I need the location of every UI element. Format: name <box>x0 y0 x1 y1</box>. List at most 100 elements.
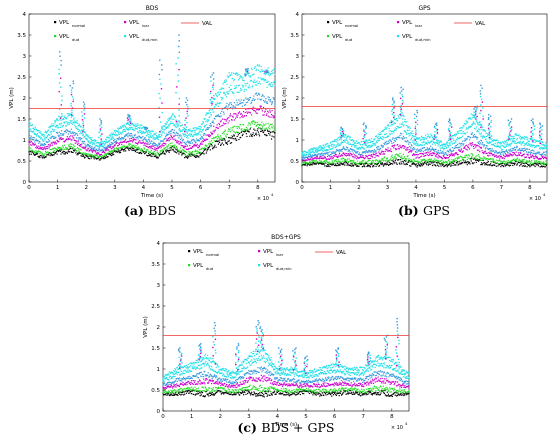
data-point <box>391 154 393 156</box>
data-point <box>475 161 477 163</box>
data-point <box>314 147 316 150</box>
data-point <box>42 146 44 149</box>
data-point <box>249 122 251 124</box>
data-point <box>389 161 391 164</box>
data-point <box>236 115 238 117</box>
data-point <box>448 149 451 151</box>
data-point <box>360 147 362 149</box>
data-point <box>58 108 61 111</box>
data-point <box>262 99 265 102</box>
data-point <box>227 91 229 93</box>
data-point <box>493 154 495 156</box>
data-point <box>319 153 321 155</box>
data-point <box>120 139 122 141</box>
data-point <box>448 143 451 145</box>
data-point <box>325 160 328 162</box>
data-point <box>445 143 447 145</box>
data-point <box>341 150 343 152</box>
data-point <box>109 150 111 153</box>
data-point <box>118 143 120 146</box>
data-point <box>274 73 276 75</box>
data-point <box>232 135 234 137</box>
data-point <box>64 153 66 155</box>
data-point <box>311 155 313 157</box>
data-point <box>466 161 468 163</box>
data-point <box>451 153 453 155</box>
data-point <box>52 154 54 156</box>
data-point <box>138 135 141 137</box>
data-point <box>129 138 131 140</box>
data-point <box>318 153 320 155</box>
data-point <box>77 122 79 125</box>
data-point <box>220 96 222 99</box>
data-point <box>482 163 484 165</box>
data-point <box>55 120 57 122</box>
data-point <box>433 164 435 166</box>
data-point <box>246 111 248 113</box>
data-point <box>50 153 52 155</box>
data-point <box>53 137 55 140</box>
data-point <box>484 164 486 166</box>
data-point <box>471 162 473 164</box>
data-point <box>378 165 380 167</box>
data-point <box>385 133 387 135</box>
data-point <box>238 112 240 114</box>
data-point <box>134 126 137 128</box>
data-point <box>476 158 479 160</box>
data-point <box>395 129 397 131</box>
data-point <box>252 98 254 100</box>
data-point <box>234 106 237 108</box>
data-point <box>419 144 421 146</box>
data-point <box>100 123 102 125</box>
data-point <box>98 143 100 145</box>
data-point <box>129 127 131 129</box>
data-point <box>248 84 250 86</box>
data-point <box>390 130 392 132</box>
data-point <box>38 142 40 145</box>
data-point <box>82 130 84 133</box>
data-point <box>186 145 189 147</box>
data-point <box>426 136 428 138</box>
data-point <box>145 140 147 142</box>
data-point <box>54 143 56 145</box>
data-point <box>266 128 269 131</box>
data-point <box>476 149 479 151</box>
data-point <box>159 142 161 144</box>
data-point <box>504 155 507 158</box>
data-point <box>107 155 109 158</box>
data-point <box>118 133 120 135</box>
data-point <box>62 138 64 140</box>
data-point <box>241 115 243 118</box>
data-point <box>238 138 240 141</box>
data-point <box>323 154 325 157</box>
data-point <box>139 131 142 134</box>
data-point <box>382 153 384 155</box>
data-point <box>38 156 40 158</box>
data-point <box>194 149 197 151</box>
data-point <box>67 130 69 132</box>
data-point <box>267 130 269 133</box>
data-point <box>381 162 383 164</box>
data-point <box>470 125 472 128</box>
data-point <box>352 165 354 167</box>
data-point <box>267 80 269 83</box>
data-point <box>120 141 122 143</box>
data-point <box>480 159 483 161</box>
data-point <box>58 68 60 71</box>
data-point <box>456 147 458 149</box>
data-point <box>127 123 130 125</box>
data-point <box>456 153 458 155</box>
data-point <box>267 123 269 125</box>
data-point <box>348 153 350 155</box>
data-point <box>170 147 173 149</box>
data-point <box>376 140 378 142</box>
data-point <box>209 149 211 151</box>
data-point <box>257 128 259 130</box>
data-point <box>55 151 57 154</box>
data-point <box>95 148 98 150</box>
data-point <box>421 163 423 166</box>
data-point <box>409 165 411 167</box>
data-point <box>440 151 442 153</box>
data-point <box>333 162 335 164</box>
data-point <box>214 137 216 139</box>
